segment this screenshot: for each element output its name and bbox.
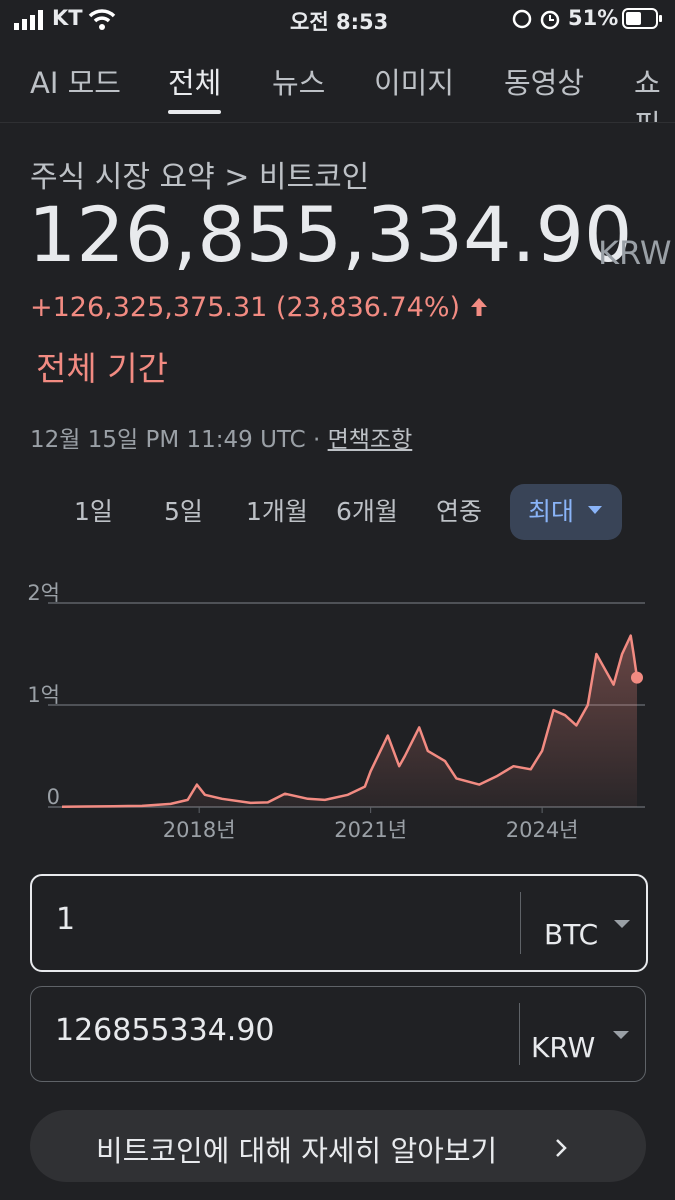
area-fill (62, 635, 637, 807)
status-icons (512, 9, 560, 30)
range-option[interactable]: 연중 (436, 497, 483, 526)
tab[interactable]: 이미지 (374, 66, 455, 100)
range-option[interactable]: 1개월 (246, 497, 308, 526)
y-tick-label: 0 (47, 785, 60, 809)
range-option[interactable]: 6개월 (336, 497, 398, 526)
tab[interactable]: 쇼핑 (634, 66, 661, 122)
tab[interactable]: 동영상 (504, 66, 585, 100)
period: 전체 기간 (36, 349, 168, 388)
range-option[interactable]: 5일 (164, 497, 203, 526)
from-field[interactable]: 1 BTC (30, 874, 648, 972)
x-tick-label: 2021년 (334, 818, 407, 842)
wifi-icon (88, 9, 116, 30)
from-amount[interactable]: 1 (56, 902, 76, 937)
clock: 오전 8:53 (290, 10, 389, 34)
to-field[interactable]: 126855334.90 KRW (30, 986, 646, 1082)
up-arrow (470, 298, 487, 316)
x-tick-label: 2024년 (506, 818, 579, 842)
tab[interactable]: 전체 (168, 60, 222, 114)
tab-bar: AI 모드 전체 뉴스 이미지 동영상 쇼핑 (0, 52, 675, 123)
price: 126,855,334.90 (28, 190, 633, 279)
last-point (630, 671, 643, 684)
disclaimer-link[interactable]: 면책조항 (327, 427, 413, 453)
range-option[interactable]: 최대 (510, 484, 623, 540)
battery-percent: 51% (568, 6, 619, 30)
button-label: 비트코인에 대해 자세히 알아보기 (96, 1134, 498, 1168)
change-text: +126,325,375.31 (23,836.74%) (30, 292, 461, 323)
price-chart: 0 1억 2억 2018년 2021년 2024년 (27, 581, 645, 842)
price-change: +126,325,375.31 (23,836.74%) (30, 292, 489, 323)
x-tick-label: 2018년 (163, 818, 236, 842)
carrier: KT (52, 6, 83, 30)
to-unit[interactable]: KRW (531, 1031, 596, 1064)
status-bar: KT 오전 8:53 51% (0, 0, 675, 40)
from-unit[interactable]: BTC (544, 918, 599, 951)
signal-icon (14, 10, 43, 30)
timestamp-row: 12월 15일 PM 11:49 UTC · 면책조항 (30, 420, 412, 454)
timestamp: 12월 15일 PM 11:49 UTC · (30, 427, 321, 453)
breadcrumb[interactable]: 주식 시장 요약 > 비트코인 (30, 160, 370, 195)
range-option[interactable]: 1일 (74, 497, 113, 526)
battery-icon (622, 8, 662, 29)
price-line (61, 634, 639, 808)
tab[interactable]: AI 모드 (30, 66, 121, 100)
tab[interactable]: 뉴스 (272, 66, 326, 100)
y-tick-label: 1억 (27, 683, 60, 707)
chevron (556, 1139, 567, 1157)
learn-more-button[interactable]: 비트코인에 대해 자세히 알아보기 (30, 1110, 646, 1182)
currency: KRW (598, 234, 672, 272)
to-amount[interactable]: 126855334.90 (55, 1013, 275, 1048)
y-tick-label: 2억 (27, 581, 60, 605)
